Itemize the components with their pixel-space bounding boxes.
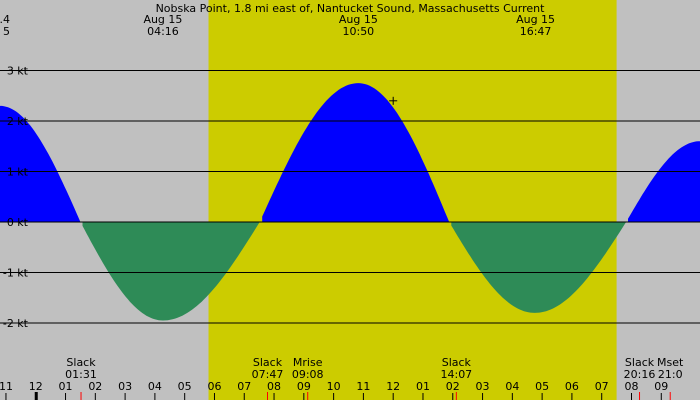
x-tick-label-0: 11 (0, 380, 13, 393)
x-tick-label-22: 09 (654, 380, 668, 393)
x-tick-label-3: 02 (88, 380, 102, 393)
x-tick-label-11: 10 (327, 380, 341, 393)
event-time-5: 21:0 (658, 368, 683, 381)
y-tick-label-2: 1 kt (7, 166, 29, 179)
event-time-1: 07:47 (252, 368, 284, 381)
top-date-1: Aug 15 (143, 13, 182, 26)
event-name-5: Mset (657, 356, 684, 369)
top-date-0: .4 (0, 13, 10, 26)
x-tick-label-5: 04 (148, 380, 162, 393)
x-tick-label-4: 03 (118, 380, 132, 393)
x-tick-label-18: 05 (535, 380, 549, 393)
event-name-0: Slack (66, 356, 96, 369)
x-tick-label-12: 11 (356, 380, 370, 393)
event-time-2: 09:08 (292, 368, 324, 381)
x-tick-label-20: 07 (595, 380, 609, 393)
event-time-4: 20:16 (624, 368, 656, 381)
event-name-2: Mrise (293, 356, 323, 369)
x-tick-label-9: 08 (267, 380, 281, 393)
current-areas (0, 83, 700, 321)
flood-area-4 (628, 141, 700, 222)
top-time-2: 10:50 (342, 25, 374, 38)
x-tick-label-10: 09 (297, 380, 311, 393)
ebb-area-3 (451, 222, 628, 313)
x-tick-label-8: 07 (237, 380, 251, 393)
top-time-0: 5 (3, 25, 10, 38)
y-tick-label-3: 0 kt (7, 216, 29, 229)
grid-lines (0, 70, 700, 324)
x-tick-label-7: 06 (207, 380, 221, 393)
x-axis: 11 12 01 02 03 04 05 06 07 08 09 10 11 12 01 02 03 04 05 06… (0, 380, 668, 400)
top-date-3: Aug 15 (516, 13, 555, 26)
top-date-2: Aug 15 (339, 13, 378, 26)
event-time-3: 14:07 (440, 368, 472, 381)
event-name-1: Slack (253, 356, 283, 369)
x-tick-label-15: 02 (446, 380, 460, 393)
x-tick-label-21: 08 (624, 380, 638, 393)
x-tick-label-13: 12 (386, 380, 400, 393)
x-tick-label-19: 06 (565, 380, 579, 393)
flood-area-0 (0, 105, 83, 222)
top-time-1: 04:16 (147, 25, 179, 38)
x-tick-label-17: 04 (505, 380, 519, 393)
chart-title: Nobska Point, 1.8 mi east of, Nantucket … (156, 2, 546, 15)
y-tick-label-0: 3 kt (7, 65, 29, 78)
event-name-4: Slack (625, 356, 655, 369)
x-tick-label-14: 01 (416, 380, 430, 393)
event-labels: Slack01:31Slack07:47Mrise09:08Slack14:07… (65, 356, 684, 400)
y-tick-label-1: 2 kt (7, 115, 29, 128)
y-tick-label-5: -2 kt (3, 317, 29, 330)
event-time-0: 01:31 (65, 368, 97, 381)
y-axis: 3 kt 2 kt 1 kt 0 kt -1 kt -2 kt (3, 65, 29, 331)
x-tick-label-2: 01 (59, 380, 73, 393)
cursor-marker (389, 96, 398, 105)
top-time-3: 16:47 (520, 25, 552, 38)
ebb-area-1 (82, 222, 263, 321)
x-tick-label-16: 03 (476, 380, 490, 393)
x-tick-label-1: 12 (29, 380, 43, 393)
y-tick-label-4: -1 kt (3, 267, 29, 280)
flood-area-2 (262, 83, 452, 222)
midnight-marker (34, 392, 38, 400)
event-name-3: Slack (442, 356, 472, 369)
x-tick-label-6: 05 (178, 380, 192, 393)
